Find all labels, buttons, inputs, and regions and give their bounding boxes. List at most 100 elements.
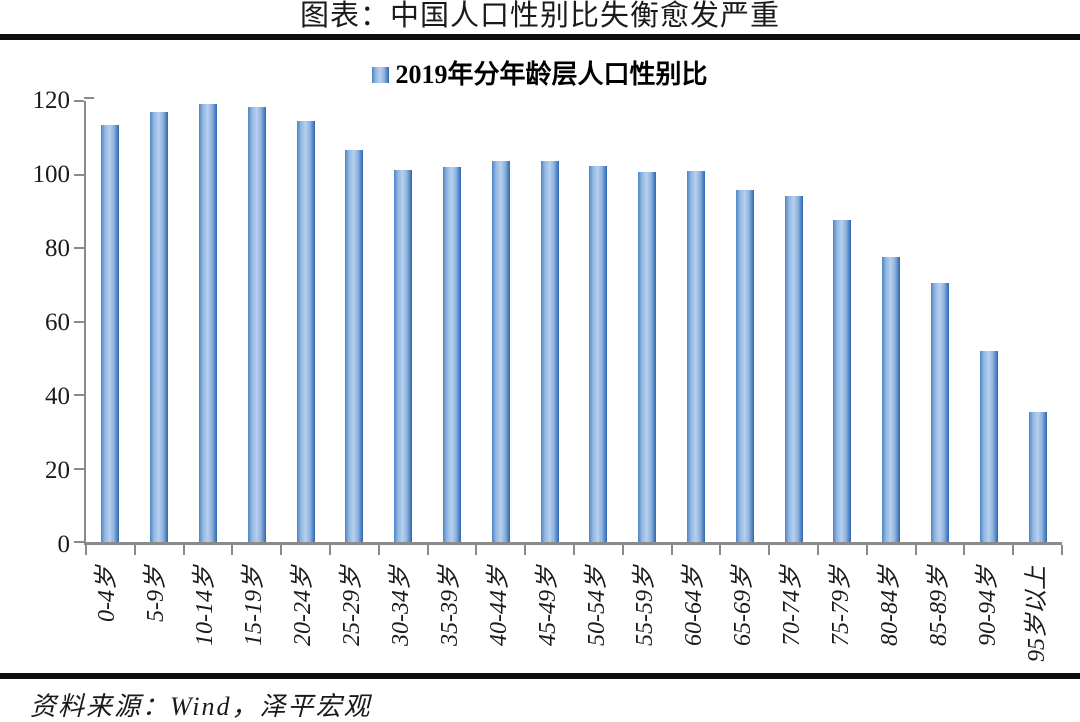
x-axis-label: 50-54岁: [583, 566, 610, 646]
bar-slot: [672, 101, 721, 542]
y-axis-tick: [74, 541, 84, 543]
x-label-slot: 10-14岁: [182, 556, 231, 674]
x-axis-tick: [280, 545, 283, 555]
x-axis-labels: 0-4岁 5-9岁 10-14岁 15-19岁 20-24岁 25-29岁 30-34岁 35…: [84, 556, 1062, 674]
source-note: 资料来源：Wind，泽平宏观: [30, 692, 372, 721]
y-axis-tick: [74, 467, 84, 470]
bar-slot: [135, 101, 184, 542]
x-axis-tick: [670, 545, 673, 555]
bar-slot: [476, 101, 525, 542]
x-axis-label: 25-29岁: [338, 566, 365, 646]
x-label-slot: 95岁以上: [1013, 556, 1062, 674]
x-axis-label: 55-59岁: [632, 566, 659, 646]
x-axis-tick: [524, 545, 527, 555]
x-axis-label: 75-79岁: [828, 566, 855, 646]
x-axis-tick: [231, 545, 234, 555]
top-divider: [0, 34, 1080, 40]
bar-slot: [184, 101, 233, 542]
x-axis-tick: [377, 545, 380, 555]
x-axis-label: 5-9岁: [143, 566, 170, 622]
x-label-slot: 60-64岁: [671, 556, 720, 674]
bar-5-9岁: [150, 112, 169, 542]
bottom-divider: [0, 673, 1080, 679]
bar-75-79岁: [833, 219, 852, 542]
x-label-slot: 90-94岁: [964, 556, 1013, 674]
x-axis-label: 30-34岁: [387, 566, 414, 646]
x-axis-label: 95岁以上: [1023, 566, 1050, 662]
x-axis-label: 20-24岁: [290, 566, 317, 646]
bar-60-64岁: [686, 171, 705, 542]
bar-50-54岁: [589, 166, 608, 542]
bar-70-74岁: [784, 196, 803, 542]
bar-65-69岁: [735, 189, 754, 542]
y-axis-tick-label: 120: [32, 87, 71, 114]
x-axis-tick: [182, 545, 185, 555]
chart-title: 图表：中国人口性别比失衡愈发严重: [299, 0, 780, 32]
x-axis-label: 45-49岁: [534, 566, 561, 646]
bar-slot: [86, 101, 135, 542]
x-label-slot: 70-74岁: [769, 556, 818, 674]
x-axis-tick: [329, 545, 331, 555]
x-axis-label: 0-4岁: [94, 566, 121, 622]
bar-80-84岁: [882, 257, 901, 542]
y-axis-tick-label: 20: [45, 457, 70, 485]
y-axis-tick: [74, 247, 84, 250]
bar-slot: [232, 101, 281, 542]
x-label-slot: 20-24岁: [280, 556, 329, 674]
x-label-slot: 50-54岁: [573, 556, 622, 674]
bar-slot: [525, 101, 574, 542]
x-axis-tick: [768, 545, 771, 555]
y-axis-tick: [74, 100, 84, 102]
y-axis-top-cap: [84, 97, 94, 99]
bar-slot: [720, 101, 769, 542]
bar-25-29岁: [345, 149, 364, 542]
x-axis-label: 85-89岁: [925, 566, 952, 646]
x-axis-tick: [133, 545, 136, 555]
bar-85-89岁: [930, 282, 949, 542]
x-label-slot: 85-89岁: [915, 556, 964, 674]
bar-95岁以上: [1028, 412, 1047, 542]
bar-slot: [330, 101, 379, 542]
y-axis-tick-label: 80: [45, 235, 70, 263]
x-axis-label: 35-39岁: [436, 566, 463, 646]
bar-slot: [428, 101, 477, 542]
x-axis-label: 40-44岁: [485, 566, 512, 646]
bars-container: [86, 101, 1062, 542]
bar-0-4岁: [101, 124, 120, 542]
legend: 2019年分年龄层人口性别比: [0, 60, 1080, 90]
x-axis-label: 60-64岁: [681, 566, 708, 646]
bar-slot: [916, 101, 965, 542]
x-axis-label: 70-74岁: [779, 566, 806, 646]
bar-30-34岁: [394, 169, 413, 542]
y-axis-tick-label: 40: [45, 383, 70, 411]
bar-90-94岁: [979, 351, 998, 542]
x-axis-tick: [1012, 545, 1015, 555]
x-label-slot: 0-4岁: [84, 556, 133, 674]
bar-slot: [867, 101, 916, 542]
y-axis-tick-label: 100: [32, 161, 71, 188]
bar-35-39岁: [442, 166, 461, 542]
bar-slot: [964, 101, 1013, 542]
bar-40-44岁: [491, 160, 510, 542]
bar-45-49岁: [540, 161, 559, 542]
x-label-slot: 35-39岁: [426, 556, 475, 674]
x-label-slot: 30-34岁: [377, 556, 426, 674]
x-axis-label: 65-69岁: [730, 566, 757, 646]
x-axis-tick: [817, 545, 819, 555]
bar-slot: [281, 101, 330, 542]
x-label-slot: 80-84岁: [867, 556, 916, 674]
x-axis-label: 15-19岁: [241, 566, 268, 646]
x-label-slot: 65-69岁: [720, 556, 769, 674]
x-label-slot: 75-79岁: [818, 556, 867, 674]
bar-slot: [623, 101, 672, 542]
x-axis-tick: [914, 545, 917, 555]
legend-label: 2019年分年龄层人口性别比: [395, 60, 708, 89]
y-axis-tick: [74, 394, 84, 397]
x-axis-tick: [719, 545, 722, 555]
bar-20-24岁: [296, 120, 315, 542]
legend-swatch: [372, 67, 390, 83]
x-axis-tick: [621, 545, 624, 555]
bar-slot: [379, 101, 428, 542]
x-axis-tick: [963, 545, 966, 555]
